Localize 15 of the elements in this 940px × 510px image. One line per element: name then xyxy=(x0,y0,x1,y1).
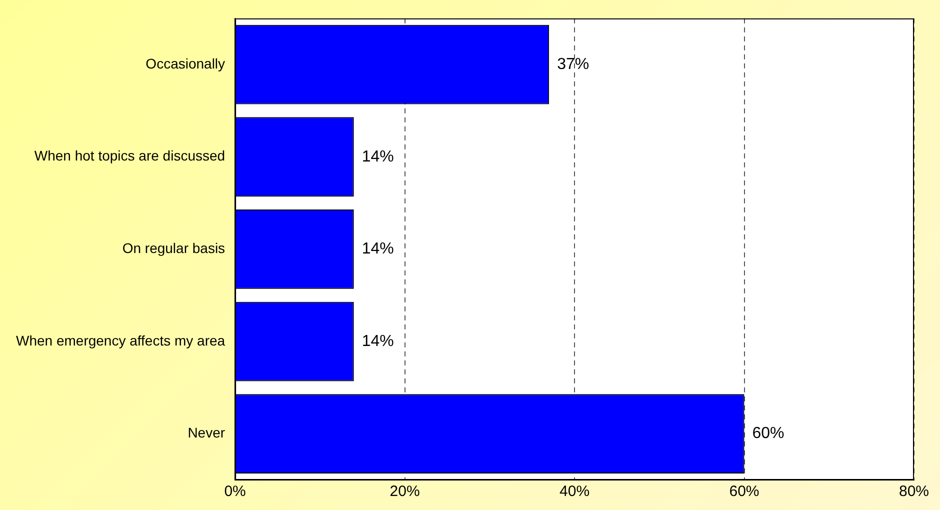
y-tick-label: When hot topics are discussed xyxy=(34,148,226,164)
y-tick-label: Never xyxy=(188,424,226,441)
x-tick-label: 0% xyxy=(224,483,246,500)
data-label: 60% xyxy=(752,425,784,442)
y-tick-label: On regular basis xyxy=(122,240,226,256)
data-label: 37% xyxy=(557,56,590,73)
x-tick-label: 40% xyxy=(560,483,590,500)
data-label: 14% xyxy=(362,148,394,166)
y-tick-label: Occasionally xyxy=(146,55,226,72)
x-tick-label: 60% xyxy=(729,483,760,500)
data-label: 14% xyxy=(362,240,394,258)
data-label: 14% xyxy=(362,332,394,350)
x-tick-label: 20% xyxy=(390,483,420,500)
x-tick-label: 80% xyxy=(898,483,930,500)
y-tick-label: When emergency affects my area xyxy=(16,332,226,348)
